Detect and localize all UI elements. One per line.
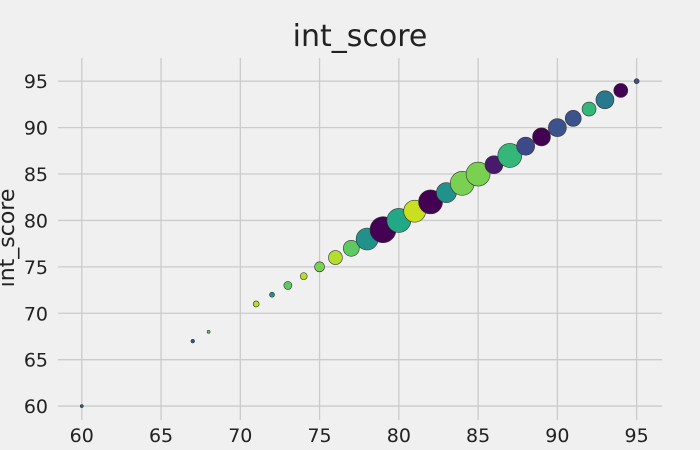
data-point [516, 136, 535, 156]
data-point [497, 143, 523, 168]
y-tick-label: 90 [24, 118, 48, 140]
y-tick-label: 75 [24, 257, 48, 279]
data-point [564, 110, 582, 127]
data-point [314, 261, 325, 273]
data-point [595, 90, 615, 110]
data-point [206, 330, 211, 334]
data-point [283, 281, 293, 290]
data-point [342, 239, 360, 257]
grid [58, 58, 662, 420]
data-point [633, 78, 640, 85]
data-point [328, 250, 343, 265]
y-tick-label: 60 [24, 396, 48, 418]
data-point [299, 272, 308, 280]
data-point [252, 300, 260, 308]
data-point [581, 101, 597, 117]
chart-title: int_score [293, 19, 428, 54]
data-point [79, 404, 84, 408]
data-point [532, 127, 551, 147]
x-tick-label: 90 [545, 425, 569, 447]
data-point [465, 161, 491, 187]
x-tick-label: 95 [625, 425, 649, 447]
x-tick-label: 60 [70, 425, 94, 447]
y-tick-label: 95 [24, 71, 48, 93]
y-tick-label: 70 [24, 303, 48, 325]
y-tick-label: 65 [24, 350, 48, 372]
y-tick-label: 80 [24, 210, 48, 232]
data-point [269, 291, 275, 298]
y-axis-label: int_score [0, 189, 20, 288]
data-points [79, 78, 640, 408]
x-tick-label: 85 [466, 425, 490, 447]
data-point [613, 83, 629, 98]
data-point [190, 339, 195, 344]
x-tick-label: 65 [149, 425, 173, 447]
y-tick-label: 85 [24, 164, 48, 186]
x-tick-label: 70 [228, 425, 252, 447]
data-point [548, 118, 567, 137]
tick-labels: 60 65 70 75 80 85 90 95 60 65 70 75 80 85 90 95 [24, 71, 649, 447]
x-tick-label: 75 [307, 425, 331, 447]
x-tick-label: 80 [387, 425, 411, 447]
